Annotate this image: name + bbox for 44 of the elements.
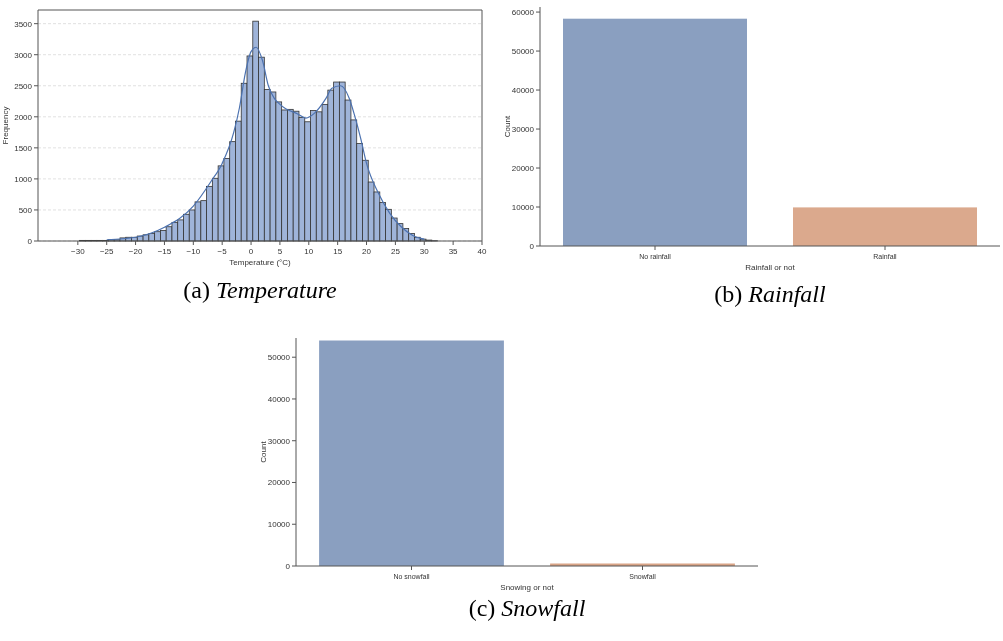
y-tick-label: 3500: [14, 19, 33, 29]
x-tick-label: −15: [157, 247, 172, 256]
y-tick-label: 10000: [267, 520, 291, 530]
x-tick-label: −25: [99, 247, 115, 256]
y-tick-label: 0: [27, 237, 33, 246]
x-tick-label: 15: [333, 247, 343, 256]
text: (c) Snowfall: [468, 595, 586, 621]
y-tick-label: 10000: [511, 203, 535, 213]
x-tick-label: 5: [277, 247, 283, 256]
text: (b) Rainfall: [714, 281, 826, 307]
x-tick-label: 20: [362, 247, 372, 256]
y-tick-label: 1500: [14, 143, 33, 153]
x-axis-title: Snowing or not: [500, 583, 555, 592]
y-tick-label: 2000: [14, 112, 33, 122]
x-tick-label: −10: [186, 247, 201, 256]
y-tick-label: 3000: [14, 50, 33, 60]
y-tick-label: 1000: [14, 174, 33, 184]
x-tick-label: 10: [304, 247, 314, 256]
y-tick-label: 30000: [511, 125, 535, 135]
text: (a) Temperature: [183, 277, 338, 303]
y-tick-label: 500: [18, 205, 33, 215]
y-tick-label: 50000: [511, 47, 535, 57]
y-tick-label: 40000: [511, 86, 535, 96]
y-axis-title: Count: [503, 115, 512, 138]
y-tick-label: 40000: [267, 394, 291, 404]
y-tick-label: 2500: [14, 81, 33, 91]
y-tick-label: 20000: [511, 164, 535, 174]
x-tick-label: −5: [217, 247, 228, 256]
y-tick-label: 50000: [267, 353, 291, 363]
y-tick-label: 0: [285, 562, 291, 571]
y-axis-title: Frequency: [1, 106, 10, 145]
x-tick-label: 30: [419, 247, 430, 256]
y-axis-title: Count: [259, 440, 268, 463]
y-tick-label: 60000: [511, 8, 535, 18]
x-tick-label: −20: [128, 247, 143, 256]
x-tick-label: 25: [390, 247, 401, 256]
x-tick-label: 35: [448, 247, 459, 256]
x-axis-title: Temperature (°C): [229, 258, 292, 267]
x-tick-label: 0: [248, 247, 254, 256]
y-tick-label: 20000: [267, 478, 291, 488]
x-tick-label: −30: [71, 247, 86, 256]
y-tick-label: 30000: [267, 436, 291, 446]
x-axis-title: Rainfall or not: [745, 263, 796, 272]
x-tick-label: 40: [477, 247, 487, 256]
